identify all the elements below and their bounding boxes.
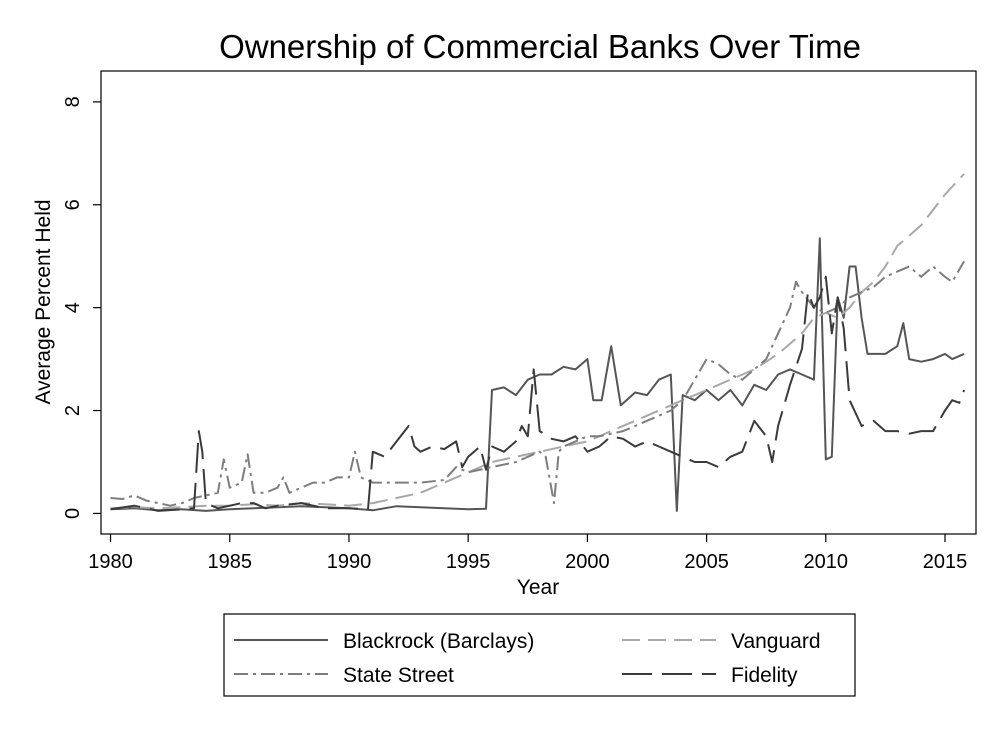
x-tick-label: 2000 bbox=[565, 551, 610, 573]
y-tick-label: 6 bbox=[62, 199, 84, 210]
y-tick-label: 8 bbox=[62, 96, 84, 107]
legend-label-fidelity: Fidelity bbox=[731, 664, 798, 687]
x-tick-label: 1995 bbox=[446, 551, 491, 573]
x-tick-label: 2015 bbox=[923, 551, 968, 573]
y-axis: 0 2 4 6 8 bbox=[62, 96, 101, 519]
x-tick-label: 1985 bbox=[207, 551, 252, 573]
y-tick-label: 0 bbox=[62, 508, 84, 519]
series-line-vanguard bbox=[110, 173, 965, 510]
y-tick-label: 4 bbox=[62, 302, 84, 313]
y-axis-label: Average Percent Held bbox=[32, 199, 55, 404]
legend-box bbox=[223, 613, 856, 697]
series-lines bbox=[110, 173, 966, 512]
legend-label-blackrock-barclays: Blackrock (Barclays) bbox=[343, 630, 534, 653]
x-axis-label: Year bbox=[517, 576, 559, 599]
y-tick-label: 2 bbox=[62, 405, 84, 416]
chart-title: Ownership of Commercial Banks Over Time bbox=[219, 28, 861, 65]
series-line-blackrock-barclays bbox=[110, 237, 965, 512]
legend: Blackrock (Barclays) Vanguard State Street… bbox=[223, 613, 856, 697]
legend-label-vanguard: Vanguard bbox=[731, 630, 821, 653]
x-tick-label: 1990 bbox=[327, 551, 372, 573]
x-axis: 1980 1985 1990 1995 2000 2005 2010 2015 bbox=[88, 534, 967, 573]
x-tick-label: 2005 bbox=[684, 551, 729, 573]
plot-frame bbox=[100, 70, 977, 535]
legend-label-state-street: State Street bbox=[343, 664, 454, 687]
x-tick-label: 2010 bbox=[804, 551, 849, 573]
x-tick-label: 1980 bbox=[88, 551, 133, 573]
series-line-fidelity bbox=[110, 275, 966, 512]
series-line-state-street bbox=[110, 260, 965, 507]
